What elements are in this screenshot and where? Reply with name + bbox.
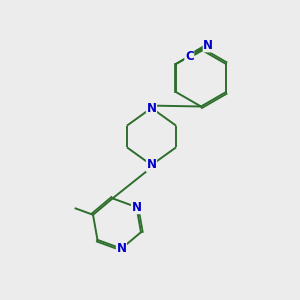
Text: N: N bbox=[116, 242, 126, 255]
Text: C: C bbox=[185, 50, 194, 63]
Text: N: N bbox=[131, 201, 142, 214]
Text: N: N bbox=[203, 39, 213, 52]
Text: N: N bbox=[146, 158, 157, 172]
Text: N: N bbox=[146, 101, 157, 115]
